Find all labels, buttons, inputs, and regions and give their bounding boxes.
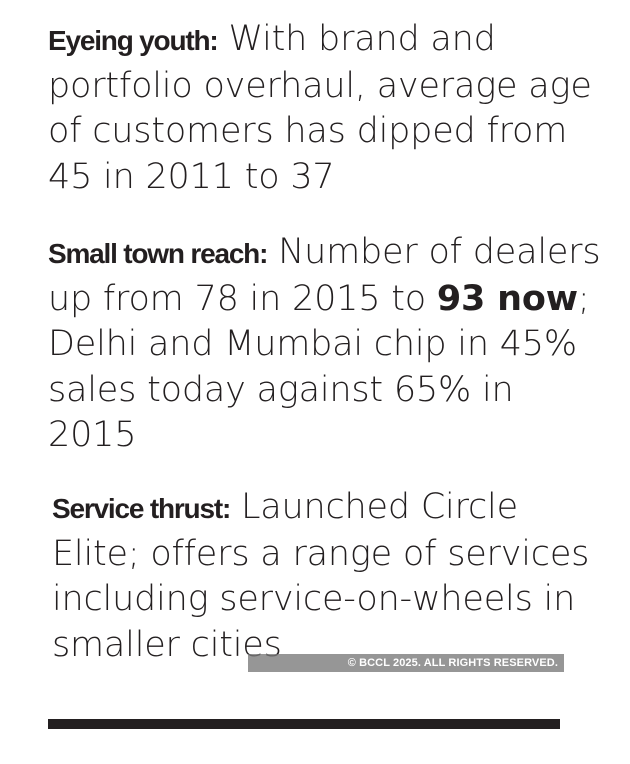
point-label: Service thrust:: [52, 493, 231, 524]
point-eyeing-youth: Eyeing youth: With brand and portfolio o…: [48, 17, 608, 200]
copyright-watermark: © BCCL 2025. ALL RIGHTS RESERVED.: [248, 654, 564, 672]
point-text: With brand and portfolio overhaul, avera…: [48, 19, 592, 197]
point-service-thrust: Service thrust: Launched Circle Elite; o…: [52, 485, 612, 668]
point-text: Launched Circle Elite; offers a range of…: [52, 487, 590, 665]
bottom-rule: [48, 719, 560, 729]
point-label: Small town reach:: [48, 238, 268, 269]
point-text: Number of dealers up from 78 in 2015 to: [48, 232, 601, 319]
point-text-continued: ; Delhi and Mumbai chip in 45% sales tod…: [48, 278, 590, 456]
point-label: Eyeing youth:: [48, 25, 219, 56]
point-emphasis: 93 now: [436, 278, 578, 319]
point-small-town-reach: Small town reach: Number of dealers up f…: [48, 230, 608, 459]
